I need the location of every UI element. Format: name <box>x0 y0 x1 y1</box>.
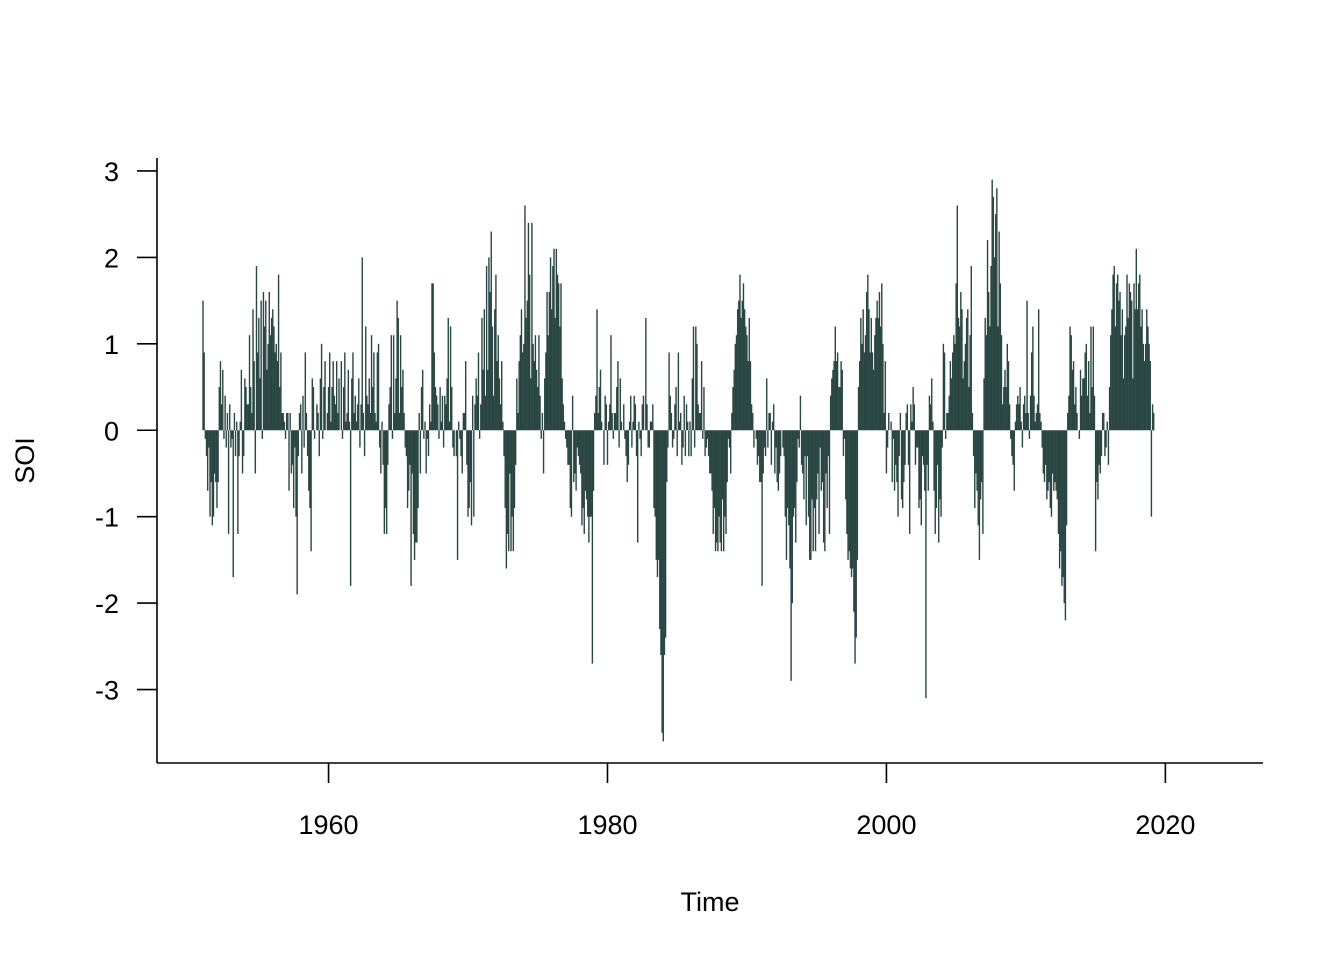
y-axis-title: SOI <box>10 437 40 484</box>
x-tick-label: 2020 <box>1135 810 1195 840</box>
y-tick-label: -1 <box>95 503 119 533</box>
y-tick-label: 0 <box>104 416 119 446</box>
x-tick-label: 1980 <box>577 810 637 840</box>
y-tick-label: 3 <box>104 157 119 187</box>
x-axis-title: Time <box>681 887 740 917</box>
y-tick-label: -2 <box>95 589 119 619</box>
soi-series <box>202 179 1155 742</box>
x-tick-label: 1960 <box>299 810 359 840</box>
x-tick-label: 2000 <box>856 810 916 840</box>
x-axis: 1960 1980 2000 2020 <box>157 762 1263 840</box>
y-tick-label: 2 <box>104 243 119 273</box>
y-tick-label: -3 <box>95 676 119 706</box>
y-tick-label: 1 <box>104 330 119 360</box>
y-axis: -3 -2 -1 0 1 2 3 <box>95 157 158 763</box>
